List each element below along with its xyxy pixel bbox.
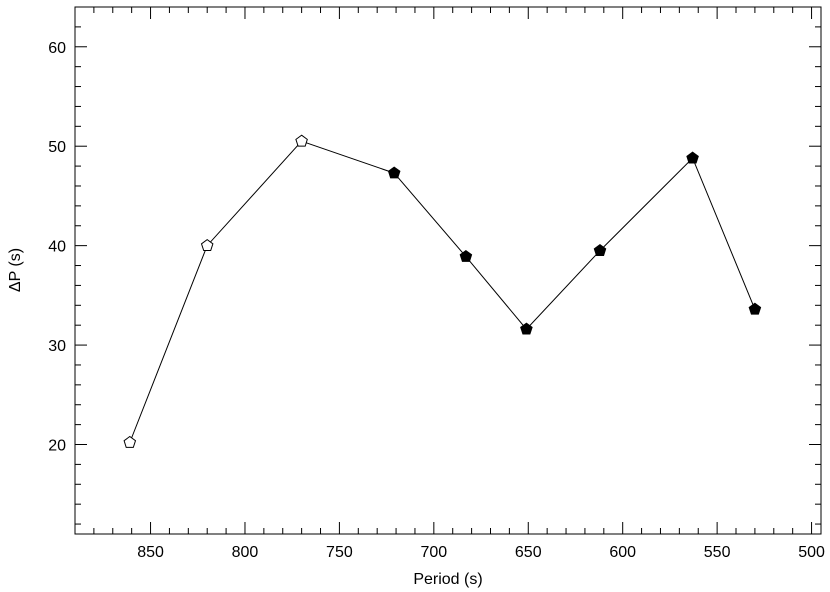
- data-point-open: [123, 435, 137, 448]
- y-tick-label: 20: [48, 438, 66, 455]
- data-point-filled: [520, 322, 533, 335]
- y-tick-label: 60: [48, 40, 66, 57]
- tick-labels: 850 800 750 700 650 600 550 500 20 30 40 50 60: [48, 40, 825, 561]
- x-tick-label: 650: [515, 544, 542, 561]
- x-tick-label: 800: [232, 544, 259, 561]
- x-tick-label: 750: [326, 544, 353, 561]
- ticks: [75, 6, 821, 534]
- x-tick-label: 550: [704, 544, 731, 561]
- data-point-filled: [748, 302, 762, 315]
- data-point-filled: [593, 243, 607, 256]
- x-tick-label: 600: [609, 544, 636, 561]
- y-axis-label: ΔP (s): [7, 248, 24, 292]
- y-tick-label: 40: [48, 239, 66, 256]
- plot-frame: [74, 6, 822, 535]
- data-point-filled: [459, 249, 473, 262]
- data-point-filled: [686, 151, 699, 164]
- x-tick-label: 700: [420, 544, 447, 561]
- data-point-open: [295, 134, 308, 147]
- x-tick-label: 500: [798, 544, 825, 561]
- x-tick-label: 850: [137, 544, 164, 561]
- data-point-open: [200, 238, 214, 251]
- y-tick-label: 30: [48, 338, 66, 355]
- y-tick-label: 50: [48, 139, 66, 156]
- data-markers: [123, 134, 762, 448]
- series-line: [129, 140, 756, 443]
- x-axis-label: Period (s): [413, 571, 482, 588]
- data-point-filled: [387, 166, 401, 179]
